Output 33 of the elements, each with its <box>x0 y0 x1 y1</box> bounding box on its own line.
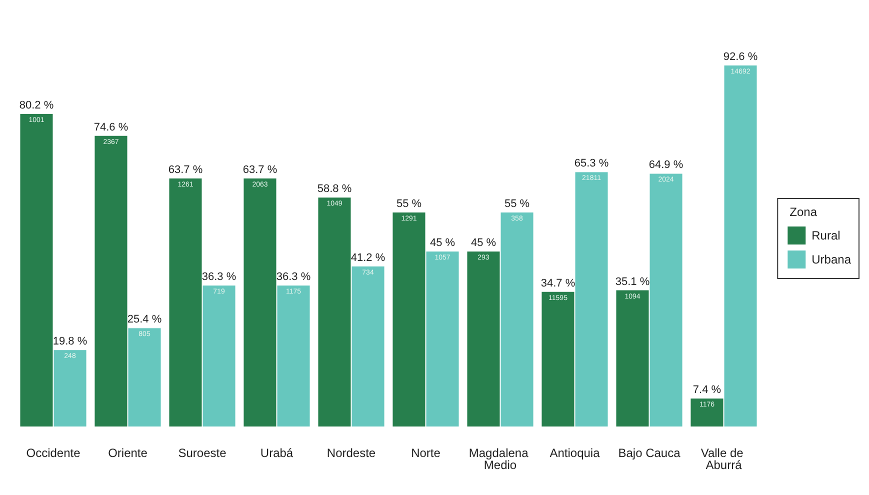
data-label: 7.4 % <box>692 384 722 396</box>
data-label: 92.6 % <box>723 50 758 63</box>
data-label: 80.2 % <box>19 99 54 112</box>
x-tick-label: Magdalena Medio <box>468 446 532 472</box>
data-label: 19.8 % <box>52 336 88 348</box>
x-tick-label: Oriente <box>108 446 148 460</box>
data-label: 58.8 % <box>317 183 352 196</box>
x-tick-label: Valle de Aburrá <box>700 446 747 472</box>
data-label: 45 % <box>430 237 456 250</box>
data-label: 45 % <box>470 237 496 250</box>
x-tick-label: Urabá <box>260 446 294 460</box>
data-label: 34.7 % <box>540 277 576 290</box>
data-label: 36.3 % <box>276 271 311 284</box>
data-label: 63.7 % <box>242 164 278 176</box>
x-tick-label: Norte <box>411 446 441 460</box>
data-label: 25.4 % <box>127 314 162 326</box>
data-label: 55 % <box>504 198 530 210</box>
data-label: 74.6 % <box>94 121 128 134</box>
data-label: 64.9 % <box>648 159 684 172</box>
x-tick-label: Occidente <box>26 446 81 460</box>
data-label: 63.7 % <box>168 164 203 176</box>
data-label: 36.3 % <box>202 271 236 284</box>
data-label: 65.3 % <box>574 158 609 170</box>
legend-label: Rural <box>812 228 840 242</box>
data-label: 41.2 % <box>350 252 386 264</box>
legend-label: Urbana <box>812 252 852 266</box>
x-tick-label: Bajo Cauca <box>618 446 681 460</box>
x-tick-label: Antioquia <box>550 446 600 460</box>
x-tick-label: Suroeste <box>178 446 227 460</box>
data-label: 55 % <box>396 198 422 210</box>
legend-title: Zona <box>790 205 818 219</box>
data-label: 35.1 % <box>615 276 650 288</box>
x-tick-label: Nordeste <box>326 446 376 460</box>
